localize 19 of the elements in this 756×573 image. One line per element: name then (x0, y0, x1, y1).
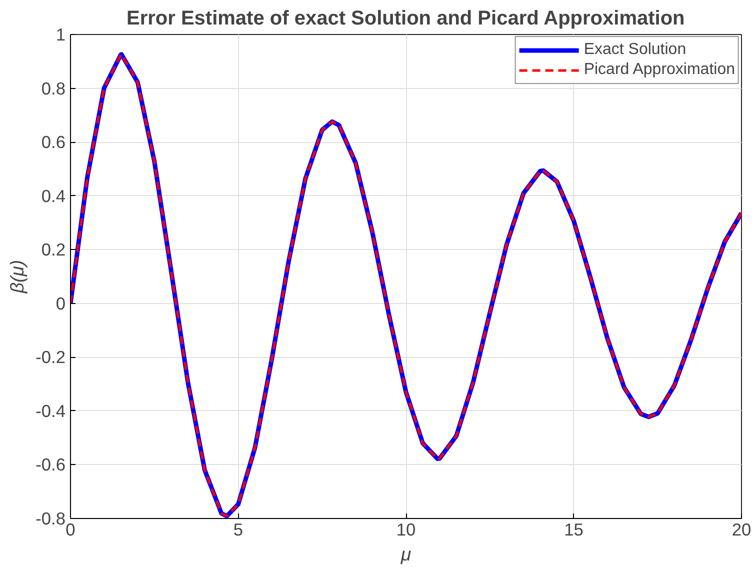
y-tick-label: 1 (56, 24, 66, 44)
y-tick-label: 0.4 (41, 186, 66, 206)
y-tick-label: 0 (56, 293, 66, 314)
x-tick-label: 5 (233, 520, 244, 540)
y-axis-title: β(μ) (6, 260, 28, 294)
y-tick-label: -0.4 (36, 400, 66, 421)
y-tick-label: -0.6 (36, 454, 66, 475)
y-tick-label: -0.2 (36, 347, 66, 368)
legend-label: Picard Approximation (584, 61, 735, 79)
y-tick-label: 0.6 (41, 132, 66, 152)
x-tick-label: 15 (564, 520, 584, 540)
x-tick-label: 10 (396, 520, 416, 540)
legend-label: Exact Solution (584, 41, 686, 59)
chart-title: Error Estimate of exact Solution and Picard Approximation (126, 8, 685, 30)
x-axis-title: μ (400, 544, 412, 564)
y-tick-label: 0.2 (41, 240, 66, 260)
y-tick-label: 0.8 (41, 78, 66, 98)
y-tick-label: -0.8 (36, 508, 66, 528)
x-tick-label: 20 (732, 520, 752, 540)
